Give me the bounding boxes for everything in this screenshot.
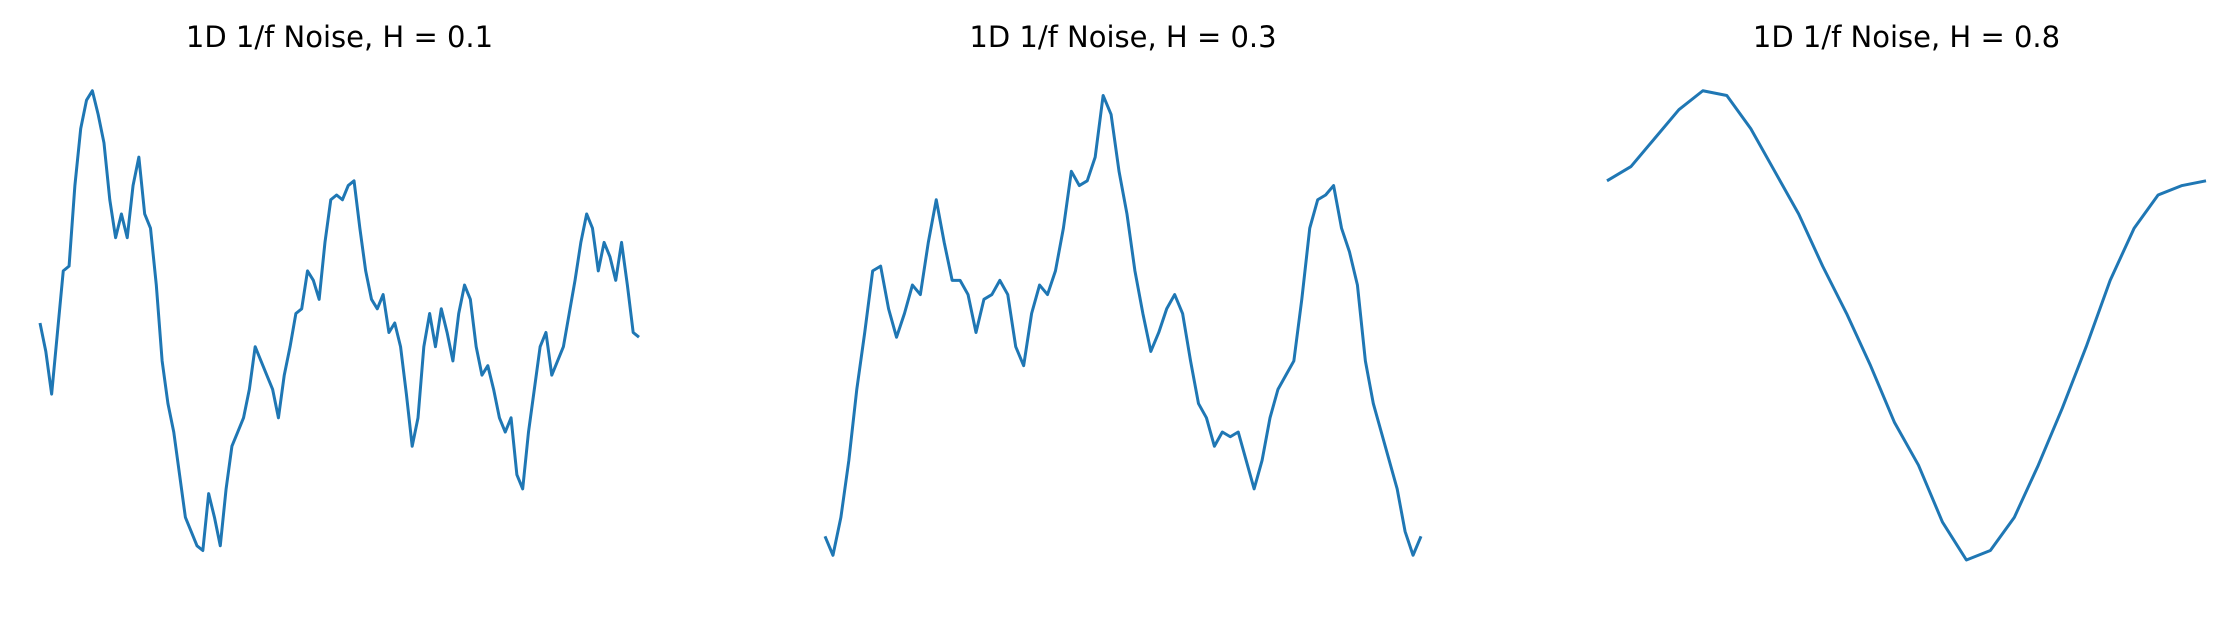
noise-line (823, 93, 1423, 557)
chart-title: 1D 1/f Noise, H = 0.1 (186, 20, 493, 54)
noise-line (38, 89, 640, 553)
noise-line (1606, 89, 2207, 562)
chart-title: 1D 1/f Noise, H = 0.3 (969, 20, 1276, 54)
chart-title: 1D 1/f Noise, H = 0.8 (1753, 20, 2060, 54)
